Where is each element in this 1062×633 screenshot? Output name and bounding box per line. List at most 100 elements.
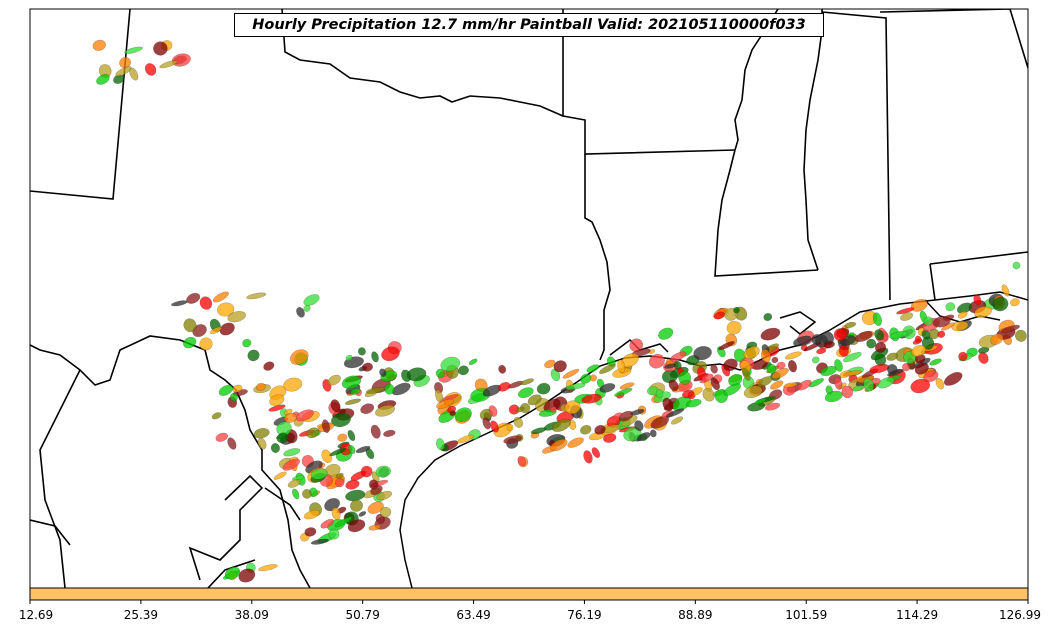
paintball-blob xyxy=(886,352,898,361)
paintball-blob xyxy=(242,338,252,348)
paintball-blob xyxy=(710,377,720,391)
paintball-blob xyxy=(648,353,665,369)
paintball-blob xyxy=(693,346,712,361)
paintball-blob xyxy=(710,364,718,374)
paintball-blob xyxy=(816,348,827,355)
paintball-blob xyxy=(636,432,651,442)
paintball-blob xyxy=(517,387,534,399)
paintball-blob xyxy=(361,362,374,372)
paintball-blob xyxy=(678,370,692,385)
paintball-blob xyxy=(344,398,362,405)
paintball-blob xyxy=(929,358,942,366)
paintball-blob xyxy=(910,378,931,394)
colorbar xyxy=(29,587,1029,601)
paintball-blob xyxy=(341,375,362,389)
paintball-blob xyxy=(594,424,606,435)
paintball-blob xyxy=(1015,329,1027,342)
paintball-blob xyxy=(923,370,939,383)
paintball-blob xyxy=(517,455,527,467)
paintball-blob xyxy=(869,363,890,374)
paintball-blob xyxy=(210,326,222,335)
state-borders xyxy=(30,9,1028,588)
colorbar-tick-label: 50.79 xyxy=(345,608,380,622)
paintball-blob xyxy=(937,330,946,338)
paintball-blob xyxy=(614,388,633,397)
paintball-blob xyxy=(911,345,927,357)
paintball-blob xyxy=(458,365,469,376)
paintball-blob xyxy=(303,509,321,520)
paintball-blob xyxy=(662,397,674,412)
paintball-blob xyxy=(771,356,779,364)
colorbar-tick-label: 101.59 xyxy=(785,608,828,622)
paintball-blob xyxy=(550,368,561,382)
paintball-blob xyxy=(253,428,270,439)
paintball-blob xyxy=(212,291,229,303)
colorbar-tick-label: 126.99 xyxy=(999,608,1041,622)
paintball-blob xyxy=(232,384,243,393)
paintball-blob xyxy=(269,394,285,407)
paintball-blob xyxy=(562,368,580,379)
paintball-blob xyxy=(334,516,353,528)
paintball-blob xyxy=(761,348,771,363)
paintball-blob xyxy=(603,433,617,443)
paintball-blob xyxy=(787,359,798,373)
paintball-blob xyxy=(482,417,491,430)
paintball-blob xyxy=(764,402,781,411)
paintball-blob xyxy=(793,335,812,347)
paintball-blob xyxy=(702,387,715,402)
paintball-blob xyxy=(350,388,361,395)
paintball-blob xyxy=(379,506,392,518)
paintball-blob xyxy=(370,485,383,496)
paintball-blob xyxy=(345,479,360,490)
paintball-blob xyxy=(306,427,320,439)
paintball-blob xyxy=(366,386,385,394)
paintball-blob xyxy=(247,349,260,362)
paintball-blob xyxy=(506,423,514,432)
paintball-blob xyxy=(668,379,679,392)
paintball-blob xyxy=(902,363,911,372)
colorbar-tick-label: 114.29 xyxy=(896,608,939,622)
paintball-blob xyxy=(218,384,234,396)
paintball-blob xyxy=(270,443,280,453)
paintball-blob xyxy=(723,383,742,396)
paintball-blob xyxy=(854,330,873,343)
paintball-blob xyxy=(284,412,297,423)
paintball-blob xyxy=(664,363,676,369)
paintball-blob xyxy=(623,427,642,442)
paintball-blob xyxy=(468,358,478,365)
paintball-blob xyxy=(186,292,201,304)
paintball-blob xyxy=(685,398,702,408)
paintball-blob xyxy=(219,322,235,336)
paintball-blob xyxy=(192,324,207,338)
paintball-blob xyxy=(650,416,670,429)
paintball-blob xyxy=(617,359,626,374)
paintball-blob xyxy=(665,408,685,418)
paintball-blob xyxy=(670,416,684,425)
paintball-blob xyxy=(618,410,634,422)
paintball-blob xyxy=(335,472,344,479)
paintball-blob xyxy=(957,310,968,319)
paintball-blob xyxy=(589,374,597,382)
paintball-blob xyxy=(124,46,143,54)
paintball-blob xyxy=(384,383,395,395)
precipitation-paintballs xyxy=(92,39,1027,583)
paintball-blob xyxy=(454,407,472,422)
paintball-blob xyxy=(227,311,246,323)
paintball-blob xyxy=(406,367,427,382)
paintball-blob xyxy=(586,364,600,373)
paintball-blob xyxy=(503,435,523,444)
paintball-blob xyxy=(331,412,351,428)
paintball-blob xyxy=(701,373,714,382)
paintball-blob xyxy=(771,367,789,379)
paintball-blob xyxy=(246,292,267,300)
paintball-blob xyxy=(743,346,760,360)
paintball-blob xyxy=(227,437,237,450)
paintball-blob xyxy=(943,372,963,386)
paintball-blob xyxy=(536,382,551,395)
paintball-blob xyxy=(230,392,238,402)
paintball-blob xyxy=(379,368,387,377)
paintball-blob xyxy=(743,385,763,399)
paintball-blob xyxy=(238,568,256,583)
paintball-blob xyxy=(760,327,781,341)
paintball-blob xyxy=(834,377,843,390)
